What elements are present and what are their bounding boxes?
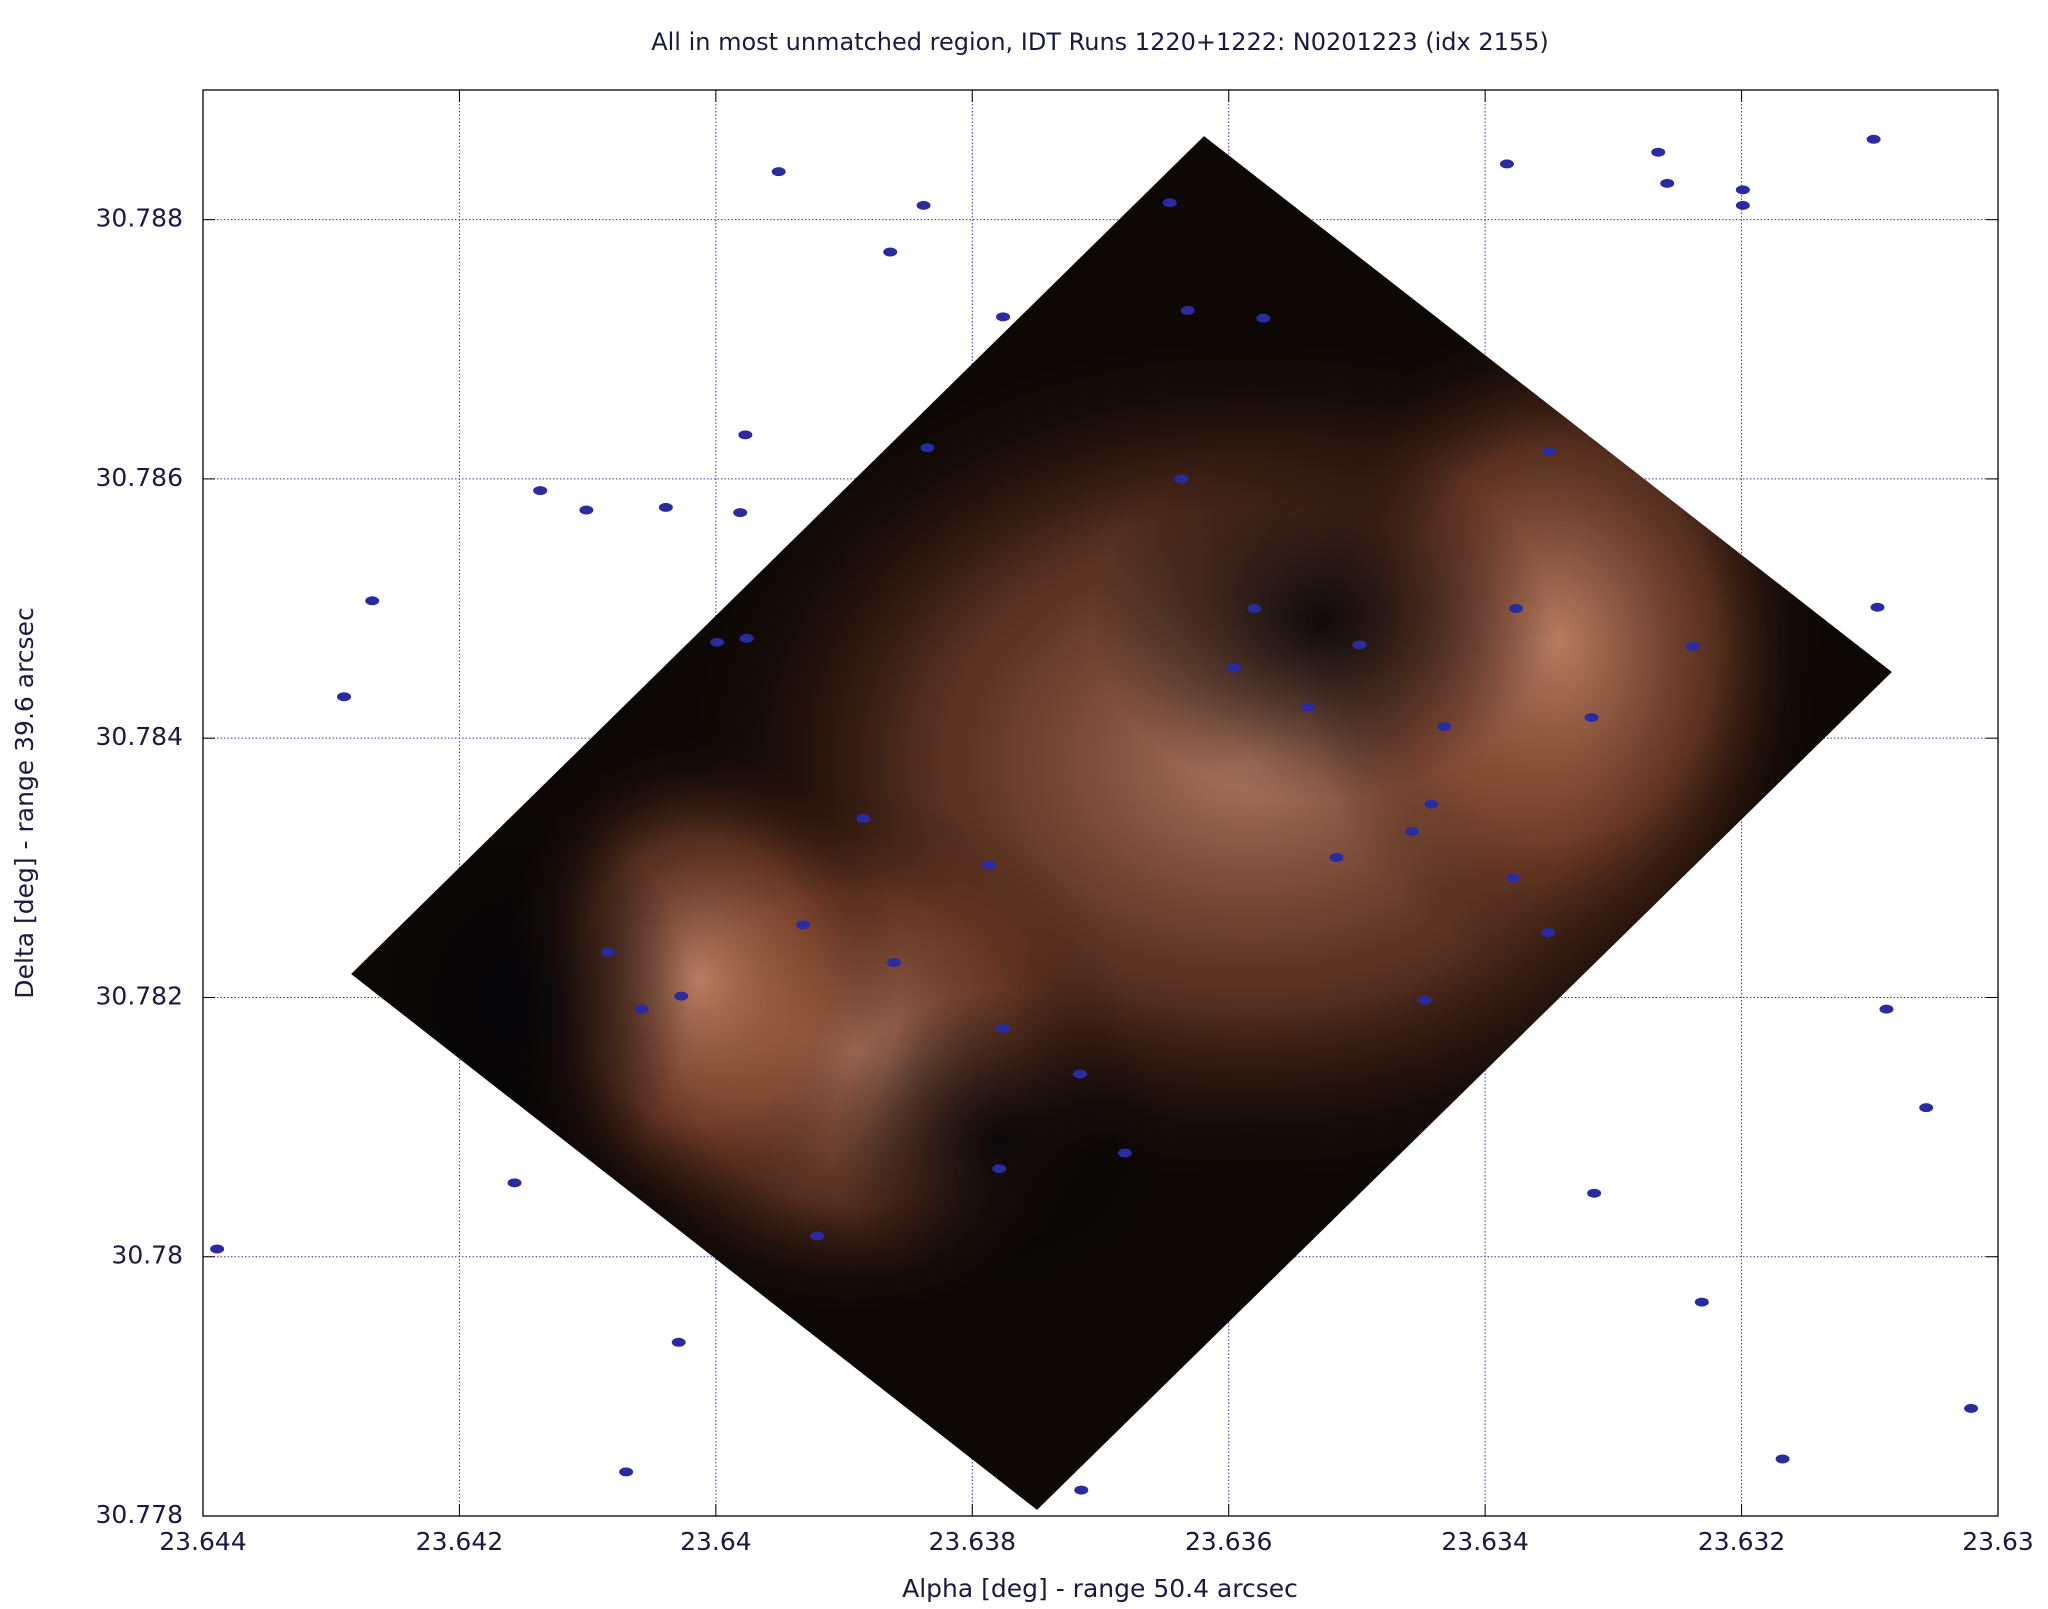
point xyxy=(738,430,753,440)
point xyxy=(996,1024,1011,1034)
point xyxy=(674,991,689,1001)
point xyxy=(1329,852,1344,862)
x-tick-label: 23.634 xyxy=(1441,1527,1528,1556)
point xyxy=(887,957,902,967)
point xyxy=(1879,1004,1894,1014)
y-tick-label: 30.784 xyxy=(96,722,183,751)
x-axis-label: Alpha [deg] - range 50.4 arcsec xyxy=(902,1574,1298,1603)
y-tick-label: 30.78 xyxy=(111,1241,183,1270)
point xyxy=(1117,1148,1132,1158)
point xyxy=(710,637,725,647)
point xyxy=(1685,641,1700,651)
point xyxy=(1660,178,1675,188)
point xyxy=(1256,313,1271,323)
plot-frame xyxy=(202,89,1999,1517)
point xyxy=(1226,663,1241,673)
point xyxy=(1775,1454,1790,1464)
point xyxy=(1651,147,1666,157)
point xyxy=(1162,198,1177,208)
point xyxy=(856,814,871,824)
y-tick-label: 30.782 xyxy=(96,981,183,1010)
dark-cloud xyxy=(351,800,690,1200)
point xyxy=(1072,1069,1087,1079)
point xyxy=(601,947,616,957)
point xyxy=(1352,640,1367,650)
point xyxy=(1301,702,1316,712)
point xyxy=(920,443,935,453)
point xyxy=(1735,185,1750,195)
point xyxy=(1735,200,1750,210)
point xyxy=(1424,799,1439,809)
point xyxy=(1508,604,1523,614)
point xyxy=(1694,1297,1709,1307)
point xyxy=(1964,1403,1979,1413)
dark-cloud xyxy=(830,990,1170,1290)
point xyxy=(1499,159,1514,169)
point xyxy=(883,247,898,257)
point xyxy=(1180,305,1195,315)
point xyxy=(533,486,548,496)
chart-title: All in most unmatched region, IDT Runs 1… xyxy=(651,28,1549,56)
x-tick-label: 23.642 xyxy=(416,1527,503,1556)
point xyxy=(1540,928,1555,938)
sky-image xyxy=(351,136,1892,1510)
x-tick-label: 23.644 xyxy=(159,1527,246,1556)
x-tick-label: 23.632 xyxy=(1698,1527,1785,1556)
x-tick-label: 23.638 xyxy=(929,1527,1016,1556)
point xyxy=(916,200,931,210)
point xyxy=(733,508,748,518)
x-tick-label: 23.636 xyxy=(1185,1527,1272,1556)
point xyxy=(1870,602,1885,612)
point xyxy=(507,1178,522,1188)
x-tick-label: 23.63 xyxy=(1962,1527,2034,1556)
point xyxy=(1587,1188,1602,1198)
point xyxy=(658,502,673,512)
point xyxy=(981,860,996,870)
point xyxy=(771,167,786,177)
point xyxy=(1417,995,1432,1005)
point xyxy=(1506,873,1521,883)
point xyxy=(210,1244,225,1254)
point xyxy=(1074,1485,1089,1495)
point xyxy=(1247,604,1262,614)
point xyxy=(1866,134,1881,144)
y-tick-label: 30.786 xyxy=(96,463,183,492)
point xyxy=(1919,1103,1934,1113)
point xyxy=(1542,447,1557,457)
point xyxy=(1405,827,1420,837)
y-tick-label: 30.778 xyxy=(96,1500,183,1529)
y-axis-label: Delta [deg] - range 39.6 arcsec xyxy=(10,607,39,998)
dark-cloud xyxy=(1090,440,1550,800)
point xyxy=(996,312,1011,322)
point xyxy=(337,692,352,702)
point xyxy=(1437,722,1452,732)
point xyxy=(634,1004,649,1014)
point xyxy=(1584,712,1599,722)
y-tick-label: 30.788 xyxy=(96,204,183,233)
point xyxy=(365,596,380,606)
point xyxy=(579,505,594,515)
point xyxy=(992,1164,1007,1174)
point xyxy=(1174,474,1189,484)
point xyxy=(739,633,754,643)
point xyxy=(671,1337,686,1347)
point xyxy=(619,1467,634,1477)
x-tick-label: 23.64 xyxy=(680,1527,752,1556)
point xyxy=(796,920,811,930)
point xyxy=(810,1231,825,1241)
